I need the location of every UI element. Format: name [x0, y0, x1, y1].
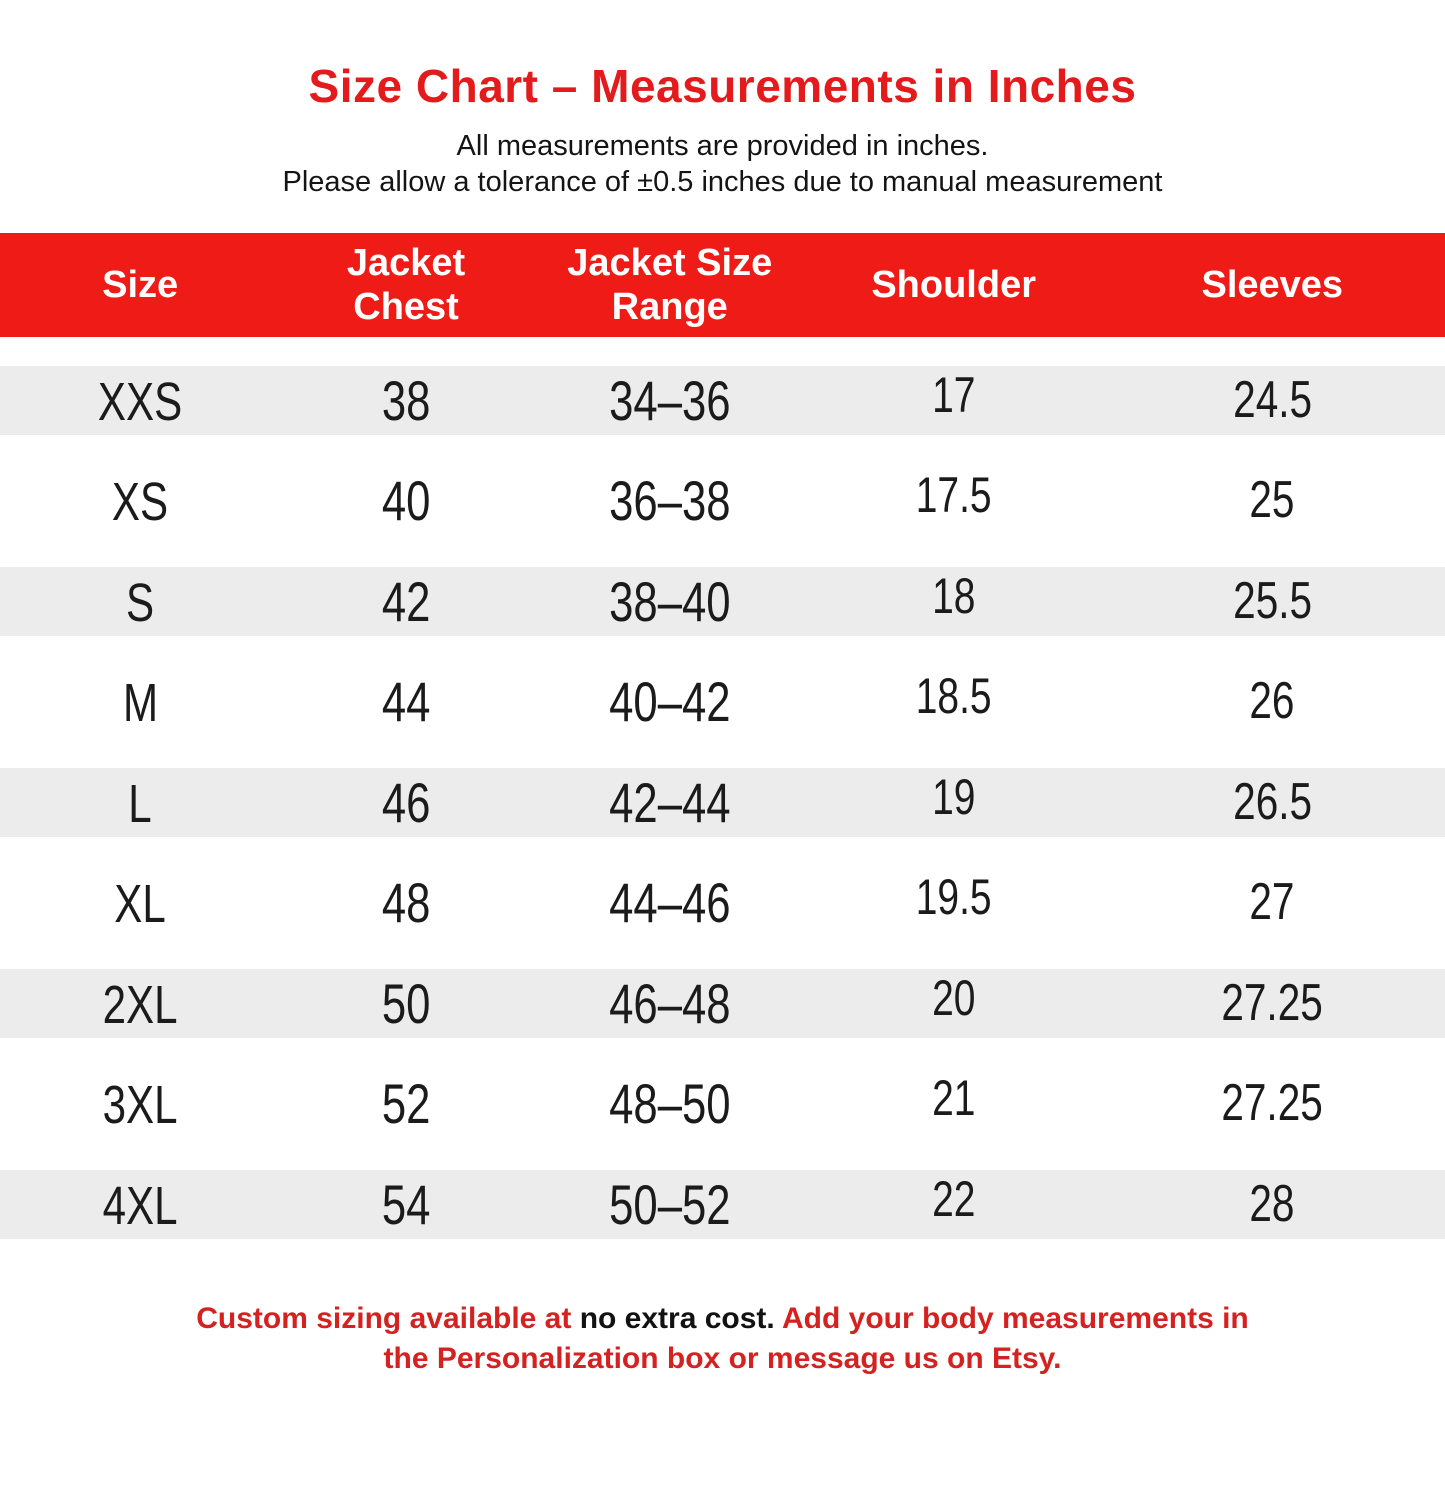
column-header-label: Range [611, 286, 728, 328]
sleeves-value: 27.25 [1221, 973, 1324, 1032]
size-label: XL [114, 874, 166, 935]
subtitle-line-2: Please allow a tolerance of ±0.5 inches … [282, 166, 1163, 198]
table-row-l: L 46 42–44 19 26.5 [0, 752, 1445, 853]
shoulder-value: 21 [931, 1070, 976, 1127]
footer-custom-sizing-text: Custom sizing available at [196, 1301, 580, 1335]
shoulder-value: 18 [931, 567, 976, 624]
shoulder-value: 19.5 [915, 869, 992, 926]
column-header-label: Sleeves [1201, 264, 1344, 306]
column-header-jacket-chest: Jacket Chest [280, 241, 531, 329]
sleeves-value: 25.5 [1232, 571, 1312, 630]
table-row-xl: XL 48 44–46 19.5 27 [0, 853, 1445, 954]
sleeves-value: 27.25 [1221, 1074, 1324, 1133]
table-row-3xl: 3XL 52 48–50 21 27.25 [0, 1054, 1445, 1155]
table-row-4xl: 4XL 54 50–52 22 28 [0, 1154, 1445, 1255]
sleeves-value: 24.5 [1232, 370, 1312, 429]
shoulder-value: 22 [931, 1170, 976, 1227]
sleeves-value: 26.5 [1232, 772, 1312, 831]
size-label: S [126, 572, 155, 633]
shoulder-value: 19 [931, 768, 976, 825]
size-label: 2XL [102, 974, 178, 1035]
column-header-size: Size [0, 263, 280, 307]
sleeves-value: 25 [1249, 471, 1295, 530]
table-row-s: S 42 38–40 18 25.5 [0, 551, 1445, 652]
size-label: 4XL [102, 1175, 178, 1236]
jacket-chest-value: 48 [381, 871, 431, 935]
jacket-size-range-value: 42–44 [609, 770, 731, 834]
table-row-m: M 44 40–42 18.5 26 [0, 652, 1445, 753]
size-label: XS [112, 472, 169, 533]
column-header-label: Shoulder [871, 264, 1037, 306]
jacket-chest-value: 44 [381, 670, 431, 734]
jacket-size-range-value: 48–50 [609, 1072, 731, 1136]
subtitle-line-1: All measurements are provided in inches. [456, 130, 989, 162]
shoulder-value: 17 [931, 366, 976, 423]
jacket-chest-value: 42 [381, 569, 431, 633]
footer-note: Custom sizing available at no extra cost… [195, 1299, 1250, 1379]
column-header-label: Jacket [346, 242, 466, 284]
jacket-chest-value: 52 [381, 1072, 431, 1136]
size-label: M [122, 673, 158, 734]
jacket-size-range-value: 46–48 [609, 971, 731, 1035]
column-header-label: Chest [353, 286, 459, 328]
jacket-chest-value: 46 [381, 770, 431, 834]
size-label: XXS [98, 371, 183, 432]
jacket-size-range-value: 34–36 [609, 368, 731, 432]
column-header-label: Size [102, 264, 179, 306]
table-header-row: Size Jacket Chest Jacket Size Range Shou… [0, 233, 1445, 337]
column-header-label: Jacket Size [567, 242, 773, 284]
page-title: Size Chart – Measurements in Inches [308, 60, 1137, 112]
jacket-size-range-value: 40–42 [609, 670, 731, 734]
jacket-chest-value: 38 [381, 368, 431, 432]
sleeves-value: 27 [1249, 873, 1295, 932]
table-row-2xl: 2XL 50 46–48 20 27.25 [0, 953, 1445, 1054]
sleeves-value: 26 [1249, 672, 1295, 731]
table-row-xs: XS 40 36–38 17.5 25 [0, 451, 1445, 552]
column-header-sleeves: Sleeves [1100, 263, 1445, 307]
column-header-jacket-size-range: Jacket Size Range [532, 241, 808, 329]
shoulder-value: 17.5 [915, 467, 992, 524]
jacket-chest-value: 50 [381, 971, 431, 1035]
shoulder-value: 20 [931, 969, 976, 1026]
sleeves-value: 28 [1249, 1174, 1295, 1233]
size-table: XXS 38 34–36 17 24.5 XS 40 36–38 17.5 25… [0, 350, 1445, 1255]
size-label: L [128, 773, 152, 834]
jacket-size-range-value: 36–38 [609, 469, 731, 533]
jacket-size-range-value: 44–46 [609, 871, 731, 935]
jacket-size-range-value: 50–52 [609, 1172, 731, 1236]
size-label: 3XL [102, 1075, 178, 1136]
table-row-xxs: XXS 38 34–36 17 24.5 [0, 350, 1445, 451]
footer-no-extra-cost-text: no extra cost. [579, 1301, 775, 1335]
column-header-shoulder: Shoulder [808, 263, 1100, 307]
footer-personalization-text: Add your body measurements in the Person… [383, 1301, 1249, 1375]
subtitle: All measurements are provided in inches.… [0, 128, 1445, 200]
jacket-chest-value: 54 [381, 1172, 431, 1236]
jacket-chest-value: 40 [381, 469, 431, 533]
shoulder-value: 18.5 [915, 668, 992, 725]
jacket-size-range-value: 38–40 [609, 569, 731, 633]
